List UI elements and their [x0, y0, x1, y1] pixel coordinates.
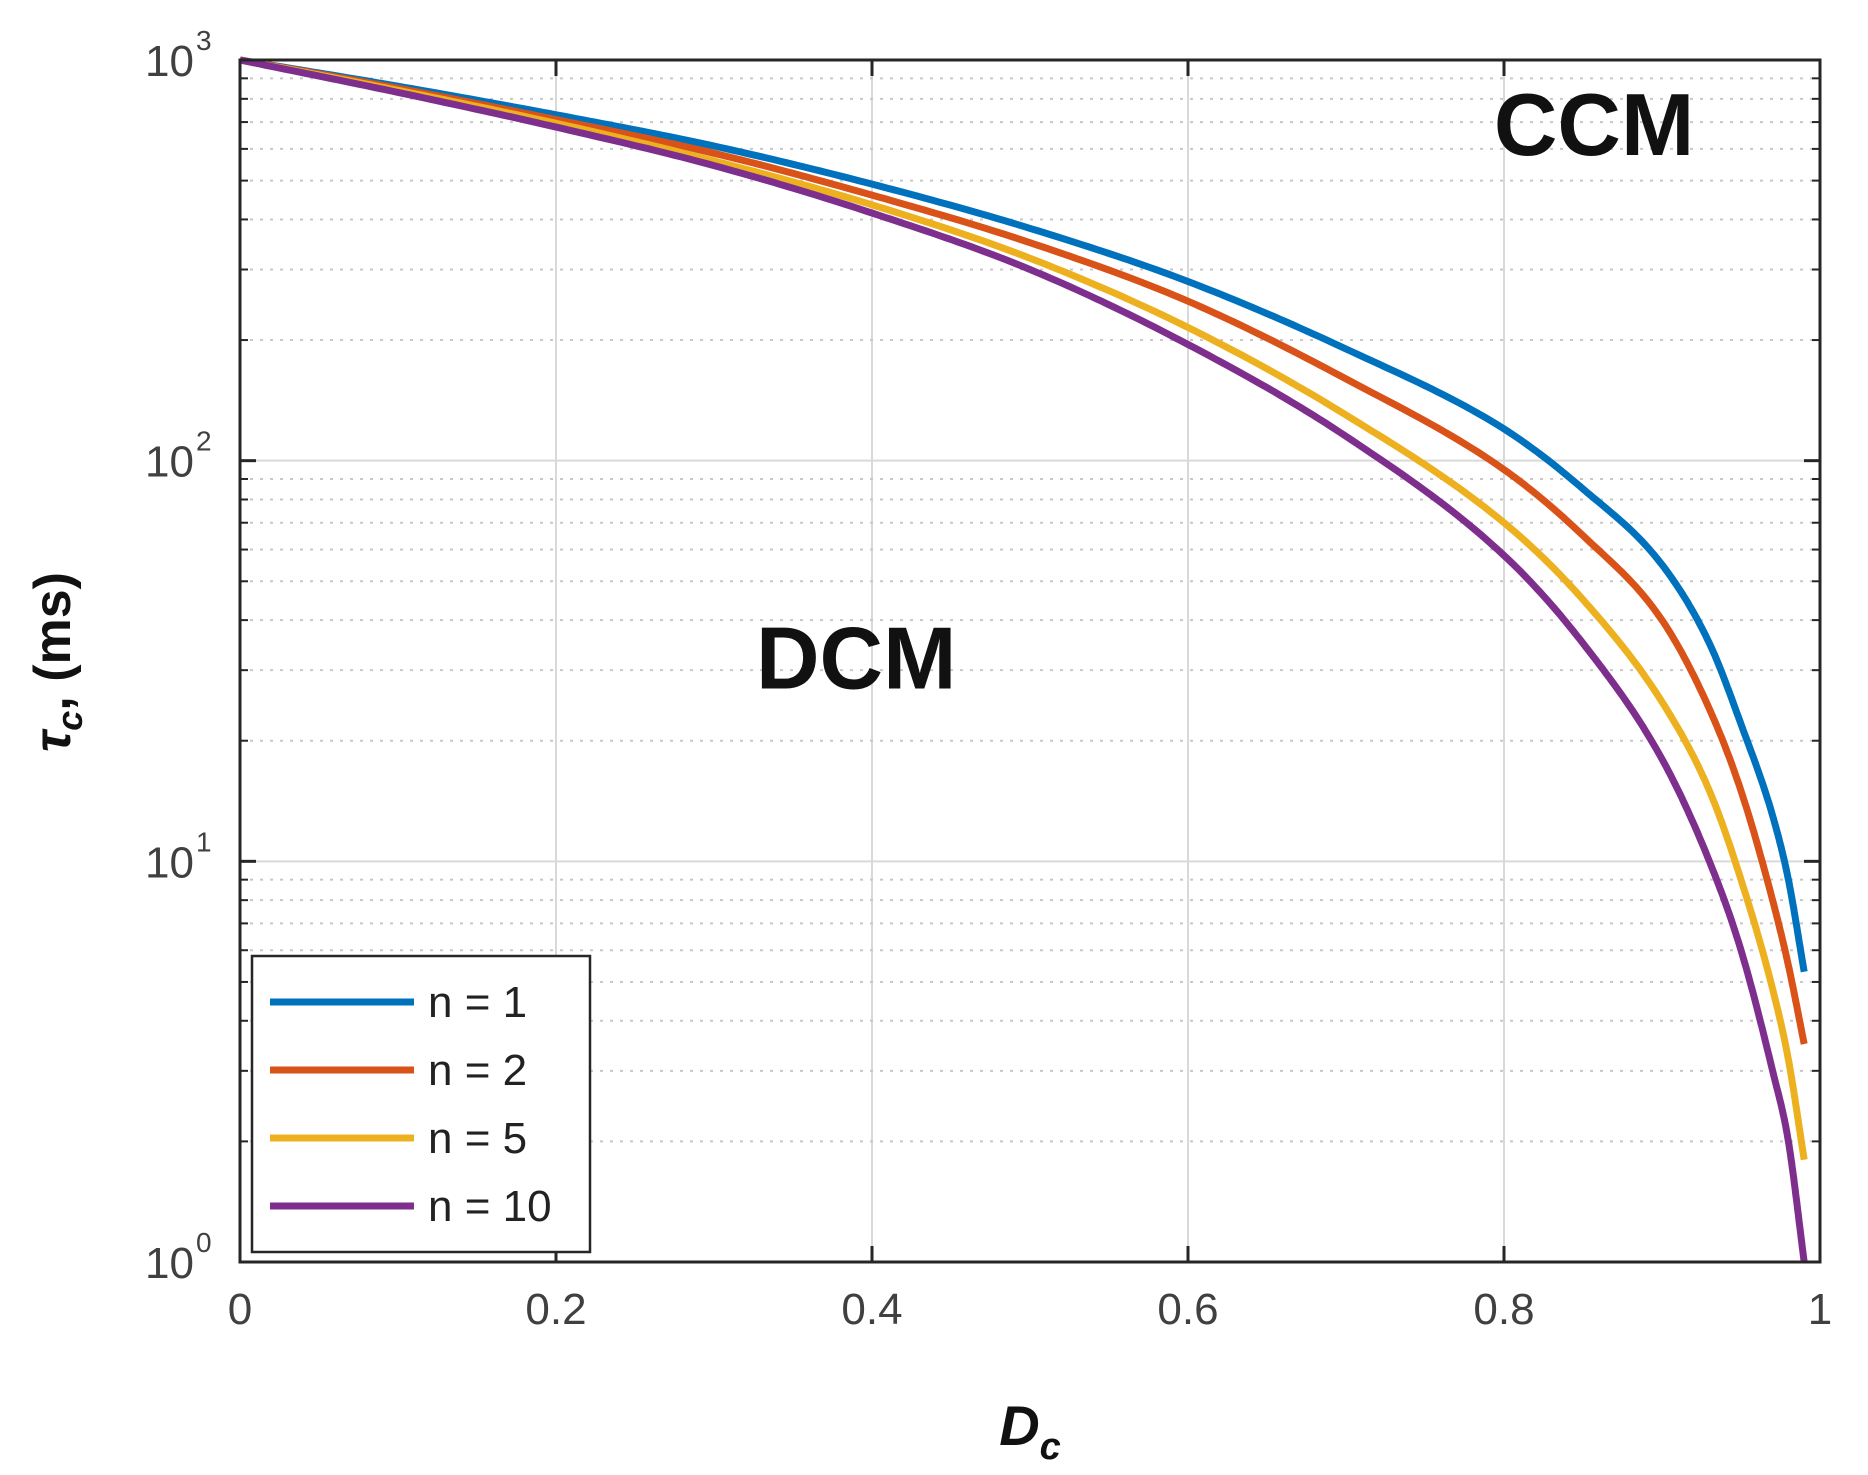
y-tick-label: 10	[145, 1239, 194, 1288]
x-axis-label-sub: c	[1040, 1426, 1061, 1468]
svg-text:τc, (ms): τc, (ms)	[24, 572, 90, 752]
y-tick-exponent: 1	[196, 826, 212, 857]
x-tick-label: 0.8	[1473, 1285, 1534, 1334]
y-tick-label: 10	[145, 838, 194, 887]
x-tick-label: 0.6	[1157, 1285, 1218, 1334]
series-line-2	[239, 56, 1808, 1045]
x-tick-label: 1	[1808, 1285, 1832, 1334]
x-axis-label: Dc	[999, 1394, 1061, 1468]
annotation-ccm: CCM	[1494, 75, 1694, 174]
y-tick-exponent: 0	[196, 1227, 212, 1258]
series-line-3	[239, 56, 1808, 1161]
series-line-4	[239, 56, 1808, 1263]
y-axis-label: τc, (ms)	[24, 572, 90, 752]
legend-label: n = 1	[428, 978, 527, 1027]
y-tick-label: 10	[145, 438, 194, 487]
grid	[240, 60, 1820, 1262]
x-tick-label: 0.4	[841, 1285, 902, 1334]
series-line-1	[239, 56, 1808, 973]
legend-label: n = 2	[428, 1046, 527, 1095]
y-axis-label-main: τ	[24, 728, 82, 752]
plot-frame	[238, 58, 1822, 1264]
svg-text:Dc: Dc	[999, 1394, 1061, 1468]
legend: n = 1 n = 2 n = 5 n = 10	[250, 954, 592, 1254]
annotations: CCM DCM	[756, 75, 1694, 708]
y-tick-exponent: 3	[196, 25, 212, 56]
x-axis-label-main: D	[999, 1394, 1039, 1457]
x-tick-label: 0	[228, 1285, 252, 1334]
series-group	[239, 56, 1808, 1263]
y-tick-exponent: 2	[196, 426, 212, 457]
y-axis-label-suffix: , (ms)	[24, 572, 82, 711]
annotation-dcm: DCM	[756, 609, 956, 708]
y-tick-label: 10	[145, 37, 194, 86]
x-tick-label: 0.2	[525, 1285, 586, 1334]
y-axis-label-sub: c	[49, 711, 90, 731]
legend-label: n = 10	[428, 1182, 552, 1231]
legend-label: n = 5	[428, 1114, 527, 1163]
